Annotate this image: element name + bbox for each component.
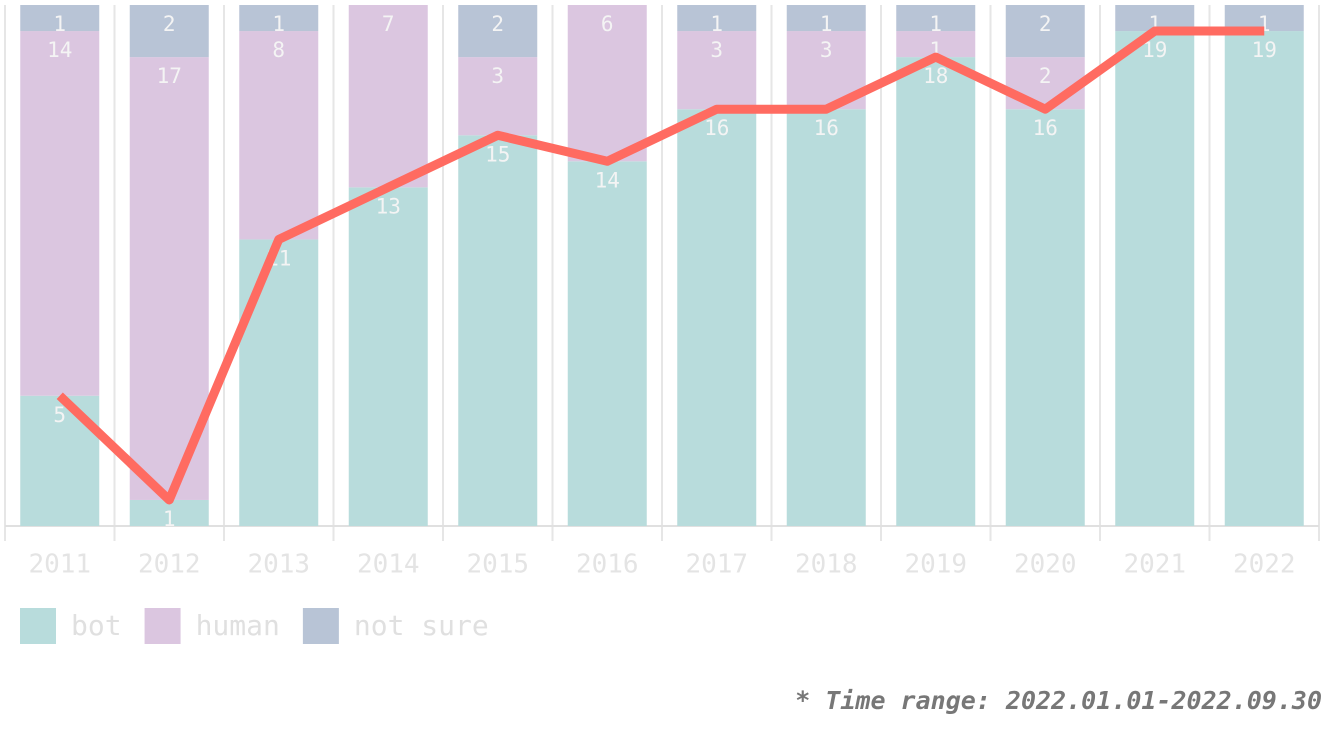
data-label: 15 [485, 142, 510, 166]
bar-segment [786, 5, 866, 32]
bar-segment [20, 31, 100, 396]
legend-label: human [196, 609, 280, 642]
bar-segment [896, 57, 976, 526]
bar-segment [348, 5, 428, 188]
legend-swatch [144, 608, 181, 644]
data-label: 16 [704, 116, 729, 140]
legend-label: not sure [354, 609, 489, 642]
data-label: 18 [923, 64, 948, 88]
legend-label: bot [71, 609, 122, 642]
data-label: 5 [53, 403, 66, 427]
data-label: 1 [929, 12, 942, 36]
bar-segment [239, 5, 319, 32]
data-label: 8 [272, 38, 285, 62]
data-label: 1 [710, 12, 723, 36]
bar-segment [458, 5, 538, 58]
data-label: 2 [1039, 12, 1052, 36]
data-label: 19 [1252, 38, 1277, 62]
x-tick-label: 2020 [1014, 550, 1077, 580]
data-label: 6 [601, 12, 614, 36]
bar-segment [458, 135, 538, 526]
bar-segment [458, 57, 538, 136]
x-tick-label: 2018 [795, 550, 858, 580]
bar-segment [786, 109, 866, 526]
bar-segment [1005, 5, 1085, 58]
bar-segment [896, 5, 976, 32]
data-label: 1 [272, 12, 285, 36]
bar-segment [239, 239, 319, 526]
legend-swatch [302, 608, 339, 644]
data-label: 16 [1033, 116, 1058, 140]
bar-segment [1224, 31, 1304, 527]
data-label: 3 [820, 38, 833, 62]
data-label: 3 [491, 64, 504, 88]
data-label: 2 [491, 12, 504, 36]
data-label: 1 [53, 12, 66, 36]
data-label: 2 [1039, 64, 1052, 88]
data-label: 1 [820, 12, 833, 36]
x-tick-label: 2013 [247, 550, 310, 580]
x-tick-label: 2014 [357, 550, 420, 580]
x-tick-label: 2012 [138, 550, 201, 580]
footnote: * Time range: 2022.01.01-2022.09.30 [795, 686, 1322, 715]
bar-segment [348, 187, 428, 526]
bar-segment [239, 31, 319, 240]
x-tick-label: 2017 [685, 550, 748, 580]
data-label: 13 [376, 194, 401, 218]
x-tick-label: 2021 [1123, 550, 1186, 580]
bar-segment [567, 161, 647, 527]
x-tick-label: 2011 [28, 550, 91, 580]
bar-segment [1005, 109, 1085, 526]
bar-segment [20, 5, 100, 32]
data-label: 16 [814, 116, 839, 140]
bar-segment [677, 31, 757, 110]
bar-segment [677, 109, 757, 526]
trend-line [56, 26, 1265, 505]
x-tick-label: 2016 [576, 550, 639, 580]
data-label: 14 [47, 38, 72, 62]
data-label: 14 [595, 168, 620, 192]
x-tick-label: 2022 [1233, 550, 1296, 580]
x-tick-label: 2019 [904, 550, 967, 580]
x-tick-label: 2015 [466, 550, 529, 580]
data-label: 3 [710, 38, 723, 62]
data-label: 7 [382, 12, 395, 36]
data-label: 1 [163, 507, 176, 531]
bar-segment [1115, 31, 1195, 527]
bar-segment [677, 5, 757, 32]
legend-swatch [20, 608, 56, 644]
bar-segment [567, 5, 647, 162]
bar-segment [129, 5, 209, 58]
data-label: 2 [163, 12, 176, 36]
data-label: 17 [157, 64, 182, 88]
